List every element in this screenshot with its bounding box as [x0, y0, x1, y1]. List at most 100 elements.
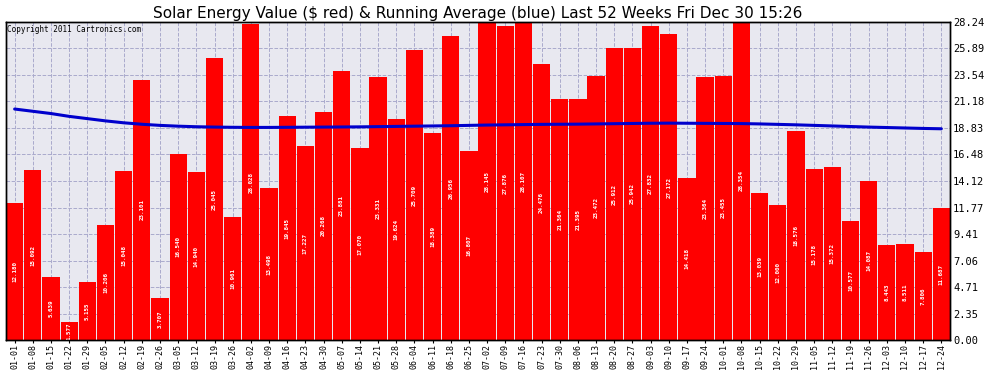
- Text: 17.070: 17.070: [357, 234, 362, 255]
- Text: 12.000: 12.000: [775, 262, 780, 283]
- Bar: [842, 221, 859, 340]
- Bar: [134, 80, 150, 340]
- Bar: [533, 64, 550, 340]
- Text: 25.942: 25.942: [630, 183, 635, 204]
- Bar: [351, 148, 368, 340]
- Bar: [896, 244, 914, 340]
- Bar: [388, 119, 405, 340]
- Bar: [660, 34, 677, 340]
- Text: 10.206: 10.206: [103, 272, 108, 293]
- Text: 28.028: 28.028: [248, 172, 253, 193]
- Text: 15.178: 15.178: [812, 244, 817, 265]
- Text: 5.639: 5.639: [49, 300, 53, 317]
- Title: Solar Energy Value ($ red) & Running Average (blue) Last 52 Weeks Fri Dec 30 15:: Solar Energy Value ($ red) & Running Ave…: [153, 6, 803, 21]
- Text: 23.364: 23.364: [703, 198, 708, 219]
- Bar: [406, 50, 423, 340]
- Bar: [243, 24, 259, 340]
- Text: Copyright 2011 Cartronics.com: Copyright 2011 Cartronics.com: [8, 25, 142, 34]
- Text: 16.807: 16.807: [466, 235, 471, 256]
- Text: 10.577: 10.577: [848, 270, 853, 291]
- Bar: [151, 298, 168, 340]
- Text: 17.227: 17.227: [303, 232, 308, 254]
- Bar: [697, 77, 714, 340]
- Text: 1.577: 1.577: [66, 322, 71, 340]
- Bar: [43, 277, 59, 340]
- Text: 27.172: 27.172: [666, 177, 671, 198]
- Text: 7.806: 7.806: [921, 288, 926, 305]
- Bar: [624, 48, 642, 340]
- Text: 23.472: 23.472: [594, 197, 599, 218]
- Bar: [188, 172, 205, 340]
- Text: 8.511: 8.511: [903, 284, 908, 301]
- Bar: [824, 167, 841, 340]
- Text: 13.039: 13.039: [757, 256, 762, 277]
- Text: 5.155: 5.155: [85, 303, 90, 320]
- Text: 24.476: 24.476: [540, 192, 545, 213]
- Text: 14.087: 14.087: [866, 251, 871, 272]
- Text: 18.389: 18.389: [430, 226, 435, 247]
- Bar: [787, 131, 805, 340]
- Text: 19.624: 19.624: [394, 219, 399, 240]
- Text: 15.372: 15.372: [830, 243, 835, 264]
- Text: 3.707: 3.707: [157, 310, 162, 328]
- Bar: [606, 48, 623, 340]
- Bar: [278, 116, 296, 340]
- Bar: [678, 178, 696, 340]
- Bar: [115, 171, 133, 340]
- Bar: [6, 203, 24, 340]
- Text: 27.876: 27.876: [503, 172, 508, 194]
- Bar: [933, 209, 950, 340]
- Bar: [769, 205, 786, 340]
- Text: 15.092: 15.092: [31, 244, 36, 266]
- Bar: [224, 217, 242, 340]
- Bar: [806, 169, 823, 340]
- Text: 15.048: 15.048: [121, 245, 126, 266]
- Text: 23.331: 23.331: [375, 198, 380, 219]
- Bar: [551, 99, 568, 340]
- Bar: [333, 71, 350, 340]
- Text: 8.443: 8.443: [884, 284, 889, 302]
- Bar: [860, 182, 877, 340]
- Bar: [515, 23, 532, 340]
- Bar: [642, 26, 659, 340]
- Text: 12.180: 12.180: [12, 261, 17, 282]
- Text: 18.576: 18.576: [793, 225, 799, 246]
- Bar: [460, 151, 477, 340]
- Bar: [315, 112, 333, 340]
- Text: 10.961: 10.961: [231, 268, 236, 289]
- Text: 14.940: 14.940: [194, 246, 199, 267]
- Bar: [260, 188, 277, 340]
- Text: 28.107: 28.107: [521, 171, 526, 192]
- Bar: [24, 170, 42, 340]
- Bar: [587, 75, 605, 340]
- Bar: [169, 154, 187, 340]
- Text: 25.709: 25.709: [412, 185, 417, 206]
- Bar: [569, 99, 586, 340]
- Text: 13.498: 13.498: [266, 254, 271, 274]
- Bar: [78, 282, 96, 340]
- Text: 25.045: 25.045: [212, 189, 217, 210]
- Text: 21.395: 21.395: [575, 209, 580, 230]
- Bar: [733, 20, 750, 340]
- Bar: [751, 193, 768, 340]
- Bar: [715, 76, 732, 340]
- Text: 27.832: 27.832: [648, 173, 653, 194]
- Bar: [443, 36, 459, 340]
- Text: 26.956: 26.956: [448, 178, 453, 199]
- Bar: [297, 146, 314, 340]
- Text: 14.418: 14.418: [684, 249, 689, 270]
- Text: 21.364: 21.364: [557, 209, 562, 230]
- Text: 28.145: 28.145: [484, 171, 490, 192]
- Bar: [60, 322, 78, 340]
- Text: 20.268: 20.268: [321, 216, 326, 237]
- Bar: [915, 252, 932, 340]
- Bar: [97, 225, 114, 340]
- Text: 23.881: 23.881: [340, 195, 345, 216]
- Text: 19.845: 19.845: [285, 218, 290, 239]
- Bar: [369, 77, 387, 340]
- Text: 23.101: 23.101: [140, 200, 145, 220]
- Bar: [424, 133, 442, 340]
- Bar: [878, 245, 895, 340]
- Text: 11.687: 11.687: [939, 264, 943, 285]
- Bar: [497, 26, 514, 340]
